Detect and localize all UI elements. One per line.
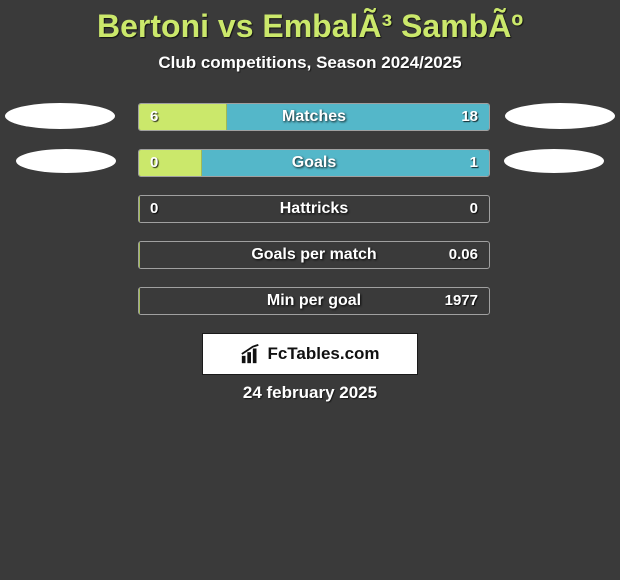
value-left: 0 — [150, 195, 158, 223]
stat-row: 1977Min per goal — [0, 287, 620, 315]
stat-row: 00Hattricks — [0, 195, 620, 223]
comparison-infographic: Bertoni vs EmbalÃ³ SambÃº Club competiti… — [0, 0, 620, 403]
value-right: 0 — [470, 195, 478, 223]
player-logo-left — [5, 103, 115, 129]
bar-left-fill — [139, 196, 140, 222]
bar-left-fill — [139, 150, 202, 176]
player-logo-left — [16, 149, 116, 173]
player-logo-right — [505, 103, 615, 129]
bar-track — [138, 241, 490, 269]
bar-left-fill — [139, 288, 140, 314]
watermark: FcTables.com — [202, 333, 418, 375]
value-left: 0 — [150, 149, 158, 177]
bar-track — [138, 195, 490, 223]
bar-left-fill — [139, 242, 140, 268]
bar-right-fill — [227, 104, 490, 130]
subtitle: Club competitions, Season 2024/2025 — [0, 53, 620, 73]
bar-track — [138, 287, 490, 315]
bar-track — [138, 103, 490, 131]
page-title: Bertoni vs EmbalÃ³ SambÃº — [0, 8, 620, 45]
value-right: 18 — [461, 103, 478, 131]
watermark-text: FcTables.com — [267, 344, 379, 364]
date-line: 24 february 2025 — [0, 383, 620, 403]
stat-row: 618Matches — [0, 103, 620, 131]
value-right: 0.06 — [449, 241, 478, 269]
stat-row: 01Goals — [0, 149, 620, 177]
bar-right-fill — [202, 150, 489, 176]
stat-row: 0.06Goals per match — [0, 241, 620, 269]
player-logo-right — [504, 149, 604, 173]
bar-track — [138, 149, 490, 177]
value-right: 1977 — [445, 287, 478, 315]
value-left: 6 — [150, 103, 158, 131]
value-right: 1 — [470, 149, 478, 177]
bar-chart-icon — [240, 343, 262, 365]
stat-rows: 618Matches01Goals00Hattricks0.06Goals pe… — [0, 103, 620, 315]
